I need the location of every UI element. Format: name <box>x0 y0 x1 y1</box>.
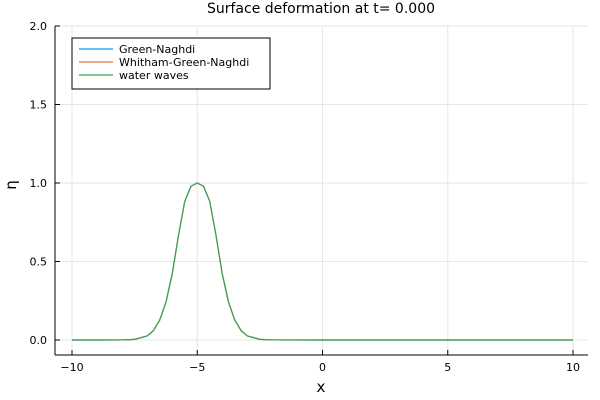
x-tick-label: −5 <box>189 361 205 374</box>
legend-label: water waves <box>119 69 189 82</box>
axes: −10 −5 0 5 10 0.0 0.5 1.0 1.5 2.0 <box>30 20 588 374</box>
legend-label: Green-Naghdi <box>119 43 195 56</box>
y-axis-label: η <box>2 180 20 190</box>
chart-title: Surface deformation at t= 0.000 <box>207 1 435 17</box>
y-tick-label: 0.0 <box>30 334 48 347</box>
y-tick-label: 0.5 <box>30 256 48 269</box>
x-tick-label: 0 <box>319 361 326 374</box>
x-tick-label: −10 <box>60 361 83 374</box>
x-tick-label: 5 <box>444 361 451 374</box>
legend-box <box>71 37 271 90</box>
x-axis-label: x <box>317 378 326 396</box>
y-tick-label: 2.0 <box>30 20 48 33</box>
series-line-3 <box>72 182 573 341</box>
y-tick-label: 1.0 <box>30 177 48 190</box>
series-group <box>72 182 573 341</box>
x-tick-label: 10 <box>566 361 580 374</box>
legend-label: Whitham-Green-Naghdi <box>119 56 249 69</box>
y-tick-label: 1.5 <box>30 99 48 112</box>
